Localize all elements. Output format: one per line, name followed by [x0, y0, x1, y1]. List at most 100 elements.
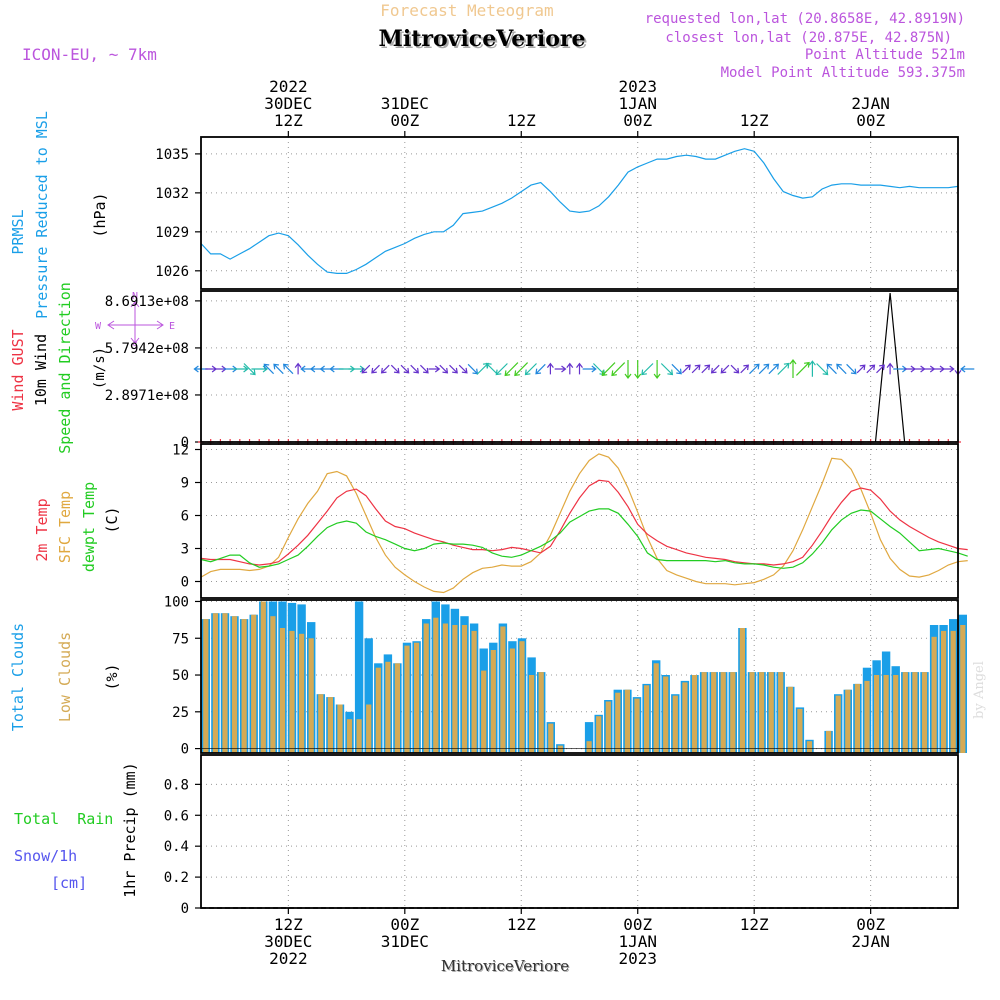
grid-lines	[287, 137, 872, 908]
compass-rose: N S W E	[95, 291, 175, 352]
low-cloud-bar	[902, 672, 908, 753]
clouds-unit: (%)	[103, 663, 121, 690]
low-cloud-bar	[212, 613, 218, 753]
temp-sfc-label: SFC Temp	[56, 491, 74, 563]
prmsl-label: PRMSL	[9, 209, 27, 254]
wind-vector-arrow	[535, 363, 546, 375]
low-cloud-bar	[404, 645, 410, 753]
low-cloud-bar	[778, 672, 784, 753]
low-cloud-bar	[701, 672, 707, 753]
wind-vector-arrow	[495, 363, 508, 376]
low-cloud-bar	[586, 741, 592, 753]
closest-lonlat: closest lon,lat (20.875E, 42.875N)	[665, 30, 952, 46]
location-title-shadow: MitroviceVeriore	[381, 28, 588, 54]
temp-y-ticks: 0 3 6 9 12	[172, 443, 958, 591]
bottom-time-label: 2023	[618, 949, 657, 968]
precip-axis-label: 1hr Precip (mm)	[121, 762, 139, 897]
product-title: Forecast Meteogram	[380, 1, 553, 20]
top-time-label: 2022	[269, 77, 308, 96]
bottom-time-label: 30DEC	[264, 932, 312, 951]
y-tick-label: 3	[181, 542, 189, 558]
low-cloud-bar	[730, 672, 736, 753]
bottom-time-label: 00Z	[390, 915, 419, 934]
wind-vector-arrow	[846, 363, 857, 375]
low-cloud-bar	[500, 626, 506, 753]
model-altitude: Model Point Altitude 593.375m	[721, 65, 965, 81]
total-cloud-bar	[354, 601, 364, 753]
y-tick-label: 0	[181, 742, 189, 758]
wind-vector-arrow	[691, 364, 701, 374]
low-cloud-bar	[663, 676, 669, 753]
low-cloud-bar	[711, 672, 717, 753]
wind-vector-arrow	[923, 365, 936, 373]
top-time-label: 00Z	[390, 111, 419, 130]
low-cloud-bar	[289, 630, 295, 753]
low-cloud-bar	[634, 698, 640, 753]
y-tick-label: 0.4	[164, 839, 189, 855]
low-cloud-bar	[481, 670, 487, 753]
low-cloud-bar	[605, 701, 611, 753]
low-cloud-bar	[471, 630, 477, 753]
snow-label: Snow/1h	[14, 847, 77, 865]
wind-vector-arrow	[410, 364, 420, 374]
low-cloud-bar	[509, 648, 515, 753]
wind-vector-arrow	[467, 363, 479, 375]
wind-vector-arrow	[348, 365, 366, 373]
sfc-temp-line	[200, 453, 968, 594]
pressure-y-ticks: 1026 1029 1032 1035	[155, 147, 958, 280]
wind-vector-arrow	[485, 362, 499, 375]
top-time-label: 30DEC	[264, 94, 312, 113]
low-cloud-bar	[644, 685, 650, 753]
panel-frame	[200, 754, 959, 909]
wind-vector-arrow	[582, 365, 597, 373]
y-tick-label: 9	[181, 476, 189, 492]
y-tick-label: 75	[172, 631, 189, 647]
low-cloud-bar	[931, 636, 937, 753]
wind-vector-arrow	[681, 364, 691, 374]
wind-vector-arrow	[273, 363, 284, 375]
low-cloud-bar	[921, 672, 928, 753]
low-cloud-bar	[739, 628, 745, 753]
low-cloud-bar	[356, 719, 362, 753]
wind-vector-arrow	[232, 365, 249, 373]
top-time-label: 00Z	[623, 111, 652, 130]
wind-vector-arrow	[390, 364, 400, 374]
wind-vector-arrow	[504, 362, 519, 377]
low-cloud-bar	[653, 663, 659, 753]
location-title: MitroviceVeriore	[379, 26, 586, 52]
cloud-bars	[201, 601, 967, 754]
compass-s: S	[132, 341, 138, 352]
precip-panel: Total Rain Snow/1h [cm] 1hr Precip (mm) …	[14, 762, 958, 917]
2m-temp-line	[200, 479, 968, 566]
low-cloud-bar	[826, 730, 832, 753]
low-cloud-bar	[270, 616, 276, 753]
wind-gust-label: Wind GUST	[9, 329, 27, 410]
y-tick-label: 5.7942e+08	[105, 341, 189, 357]
wind-vector-arrow	[243, 363, 256, 376]
wind-vector-arrow	[263, 363, 275, 375]
y-tick-label: 25	[172, 705, 189, 721]
low-cloud-bar	[615, 692, 621, 753]
total-cloud-bar	[584, 722, 594, 753]
low-cloud-bar	[883, 675, 889, 753]
wind-vector-arrow	[514, 362, 529, 377]
low-cloud-bar	[337, 704, 343, 753]
top-time-label: 12Z	[507, 111, 536, 130]
gust-spike-line	[874, 292, 906, 443]
wind-vector-arrow	[449, 364, 458, 374]
precip-y-ticks: 0 0.2 0.4 0.6 0.8	[164, 777, 958, 917]
temp-2m-label: 2m Temp	[33, 498, 51, 561]
wind-vector-arrow	[611, 362, 626, 377]
y-tick-label: 1035	[155, 147, 189, 163]
low-cloud-bar	[950, 630, 956, 753]
low-cloud-bar	[452, 625, 458, 753]
low-cloud-bar	[414, 642, 420, 753]
wind-vector-arrow	[439, 364, 449, 374]
compass-w: W	[95, 321, 102, 332]
low-cloud-bar	[251, 614, 257, 753]
dewpt-temp-line	[200, 508, 968, 569]
top-time-label: 1JAN	[618, 94, 657, 113]
bottom-time-label: 12Z	[274, 915, 303, 934]
low-cloud-bar	[941, 630, 947, 753]
